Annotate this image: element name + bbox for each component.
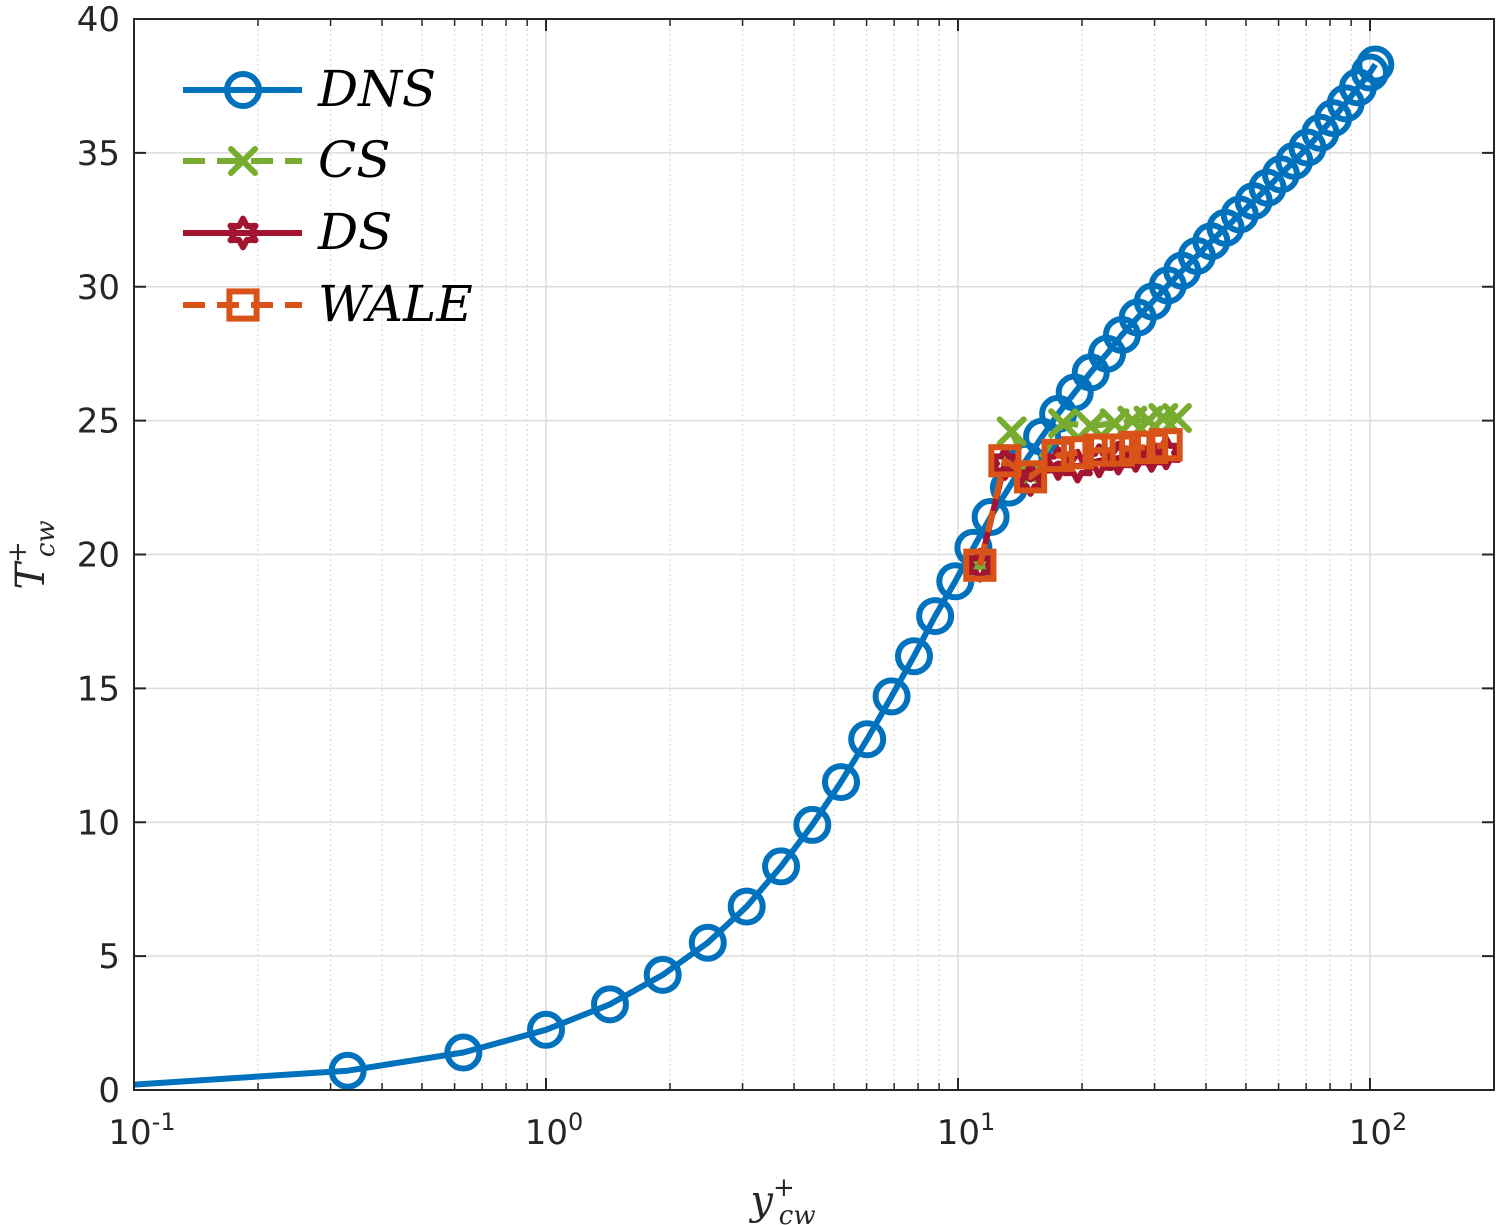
x-tick-base: 10 xyxy=(525,1113,568,1153)
data-point-wale xyxy=(1082,433,1116,467)
legend-entry-dns: DNS xyxy=(183,60,436,118)
y-tick-label: 40 xyxy=(77,0,120,40)
data-point-dns xyxy=(848,720,887,759)
data-point-dns xyxy=(727,887,766,926)
legend-entry-wale: WALE xyxy=(183,275,473,333)
data-point-wale xyxy=(963,548,997,582)
x-tick-base: 10 xyxy=(937,1113,980,1153)
legend-sample-cs xyxy=(183,146,302,176)
data-point-dns xyxy=(526,1010,565,1049)
legend-entry-ds: DS xyxy=(183,203,392,261)
x-tick-exponent: -1 xyxy=(152,1108,176,1136)
y-tick-label: 5 xyxy=(98,937,120,977)
x-axis-label: y+ cw xyxy=(748,1173,815,1225)
data-point-wale xyxy=(1041,438,1075,473)
data-point-wale xyxy=(1060,436,1095,470)
x-axis-label-sup: + xyxy=(773,1173,795,1203)
y-tick-label: 30 xyxy=(77,268,120,308)
data-point-wale xyxy=(1149,428,1183,462)
y-tick-label: 25 xyxy=(77,402,120,442)
data-point-dns xyxy=(643,955,682,994)
data-point-dns xyxy=(1356,45,1395,84)
data-series xyxy=(133,45,1395,1090)
x-tick-label: 100 xyxy=(525,1108,584,1153)
x-tick-label: 101 xyxy=(937,1108,996,1153)
data-point-cs xyxy=(1161,402,1192,433)
x-tick-label: 102 xyxy=(1349,1108,1408,1153)
y-tick-label: 20 xyxy=(77,536,120,576)
y-tick-label: 15 xyxy=(77,669,120,709)
y-tick-label: 0 xyxy=(98,1071,120,1111)
x-axis-label-sub: cw xyxy=(779,1201,816,1225)
legend-label-cs: CS xyxy=(318,131,391,189)
data-point-dns xyxy=(793,805,832,844)
y-axis-label: T+cw xyxy=(3,520,61,589)
data-point-dns xyxy=(444,1033,483,1072)
legend-marker-ds xyxy=(227,215,259,251)
series-wale xyxy=(963,428,1183,582)
legend: DNS CS DS WALE xyxy=(183,60,473,333)
data-point-wale xyxy=(1101,433,1135,467)
data-point-dns xyxy=(590,985,629,1024)
legend-sample-dns xyxy=(183,71,302,109)
legend-marker-cs xyxy=(228,146,258,176)
x-axis-label-main: y xyxy=(748,1178,774,1224)
data-point-wale xyxy=(1013,460,1048,494)
y-tick-label: 35 xyxy=(77,134,120,174)
data-point-dns xyxy=(872,677,911,716)
legend-marker-dns xyxy=(224,71,262,109)
y-axis-label-sup: + xyxy=(3,541,33,563)
data-point-dns xyxy=(762,847,801,886)
data-point-cs xyxy=(996,416,1027,447)
y-tick-label: 10 xyxy=(77,803,120,843)
data-point-dns xyxy=(688,923,727,962)
series-line-cs xyxy=(976,414,1177,566)
data-point-cs xyxy=(1048,408,1079,439)
legend-sample-wale xyxy=(183,288,302,322)
legend-marker-wale xyxy=(226,288,260,322)
x-tick-base: 10 xyxy=(108,1113,151,1153)
data-point-dns xyxy=(894,637,933,676)
x-tick-exponent: 2 xyxy=(1392,1108,1407,1136)
legend-label-wale: WALE xyxy=(318,275,473,333)
legend-label-dns: DNS xyxy=(317,60,436,118)
data-point-dns xyxy=(916,597,955,636)
y-axis-label-main: T xyxy=(8,560,54,590)
x-tick-exponent: 0 xyxy=(568,1108,583,1136)
y-axis-label-sub: cw xyxy=(31,520,61,557)
legend-sample-ds xyxy=(183,215,302,251)
legend-label-ds: DS xyxy=(317,203,392,261)
data-point-dns xyxy=(328,1051,367,1090)
x-tick-label: 10-1 xyxy=(108,1108,175,1153)
x-tick-exponent: 1 xyxy=(980,1108,995,1136)
legend-entry-cs: CS xyxy=(183,131,391,189)
x-tick-base: 10 xyxy=(1349,1113,1392,1153)
data-point-dns xyxy=(821,763,860,802)
